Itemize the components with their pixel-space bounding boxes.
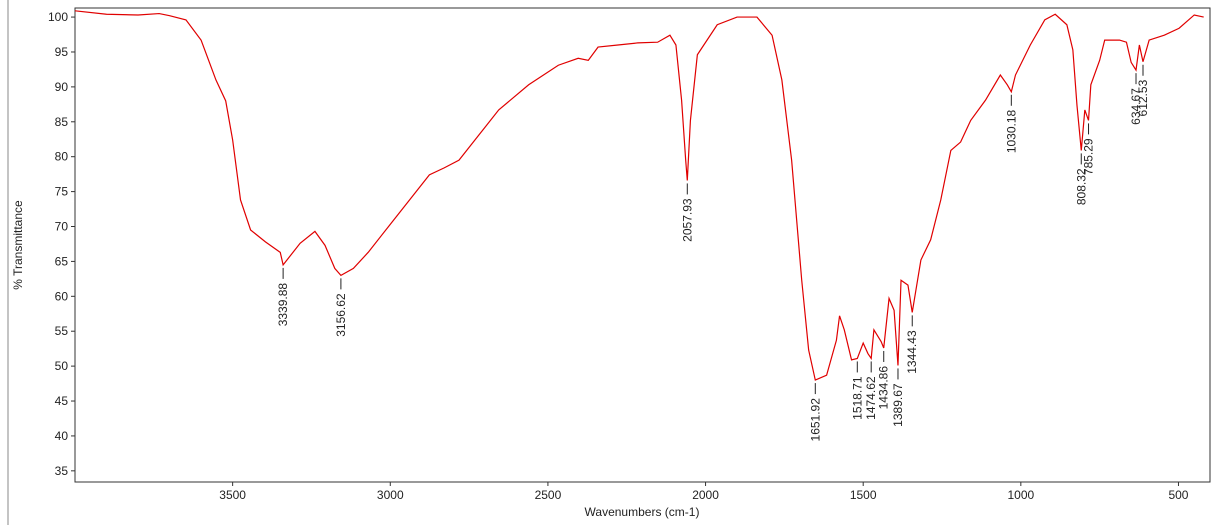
peak-label: 1434.86 xyxy=(877,366,891,410)
y-tick-label: 40 xyxy=(55,429,69,443)
x-tick-label: 1500 xyxy=(850,488,877,502)
x-tick-label: 3000 xyxy=(377,488,404,502)
y-tick-label: 95 xyxy=(55,45,69,59)
peak-label: 634.67 xyxy=(1129,88,1143,125)
peak-label: 1389.67 xyxy=(891,383,905,427)
x-tick-label: 2000 xyxy=(692,488,719,502)
peak-label: 3156.62 xyxy=(334,293,348,337)
y-axis-label: % Transmittance xyxy=(11,200,25,290)
x-axis-label: Wavenumbers (cm-1) xyxy=(585,505,700,519)
y-tick-label: 75 xyxy=(55,185,69,199)
y-tick-label: 85 xyxy=(55,115,69,129)
peak-label: 785.29 xyxy=(1082,138,1096,175)
y-tick-label: 50 xyxy=(55,359,69,373)
x-tick-label: 3500 xyxy=(219,488,246,502)
x-tick-label: 500 xyxy=(1168,488,1188,502)
y-tick-label: 65 xyxy=(55,254,69,268)
y-tick-label: 70 xyxy=(55,220,69,234)
y-tick-label: 35 xyxy=(55,464,69,478)
peak-label: 612.53 xyxy=(1136,79,1150,116)
y-tick-label: 80 xyxy=(55,150,69,164)
x-tick-label: 1000 xyxy=(1007,488,1034,502)
x-tick-label: 2500 xyxy=(535,488,562,502)
peak-label: 808.32 xyxy=(1074,168,1088,205)
peak-label: 3339.88 xyxy=(276,283,290,327)
y-tick-label: 55 xyxy=(55,324,69,338)
spectrum-line xyxy=(74,10,1204,381)
peak-label: 1030.18 xyxy=(1004,109,1018,153)
y-tick-label: 60 xyxy=(55,289,69,303)
plot-frame xyxy=(74,7,1211,483)
y-tick-label: 100 xyxy=(48,10,68,24)
peak-label: 1651.92 xyxy=(808,398,822,442)
y-tick-label: 90 xyxy=(55,80,69,94)
peak-label: 2057.93 xyxy=(680,198,694,242)
y-tick-label: 45 xyxy=(55,394,69,408)
peak-label: 1518.71 xyxy=(850,376,864,420)
peak-label: 1344.43 xyxy=(905,330,919,374)
peak-label: 1474.62 xyxy=(864,376,878,420)
